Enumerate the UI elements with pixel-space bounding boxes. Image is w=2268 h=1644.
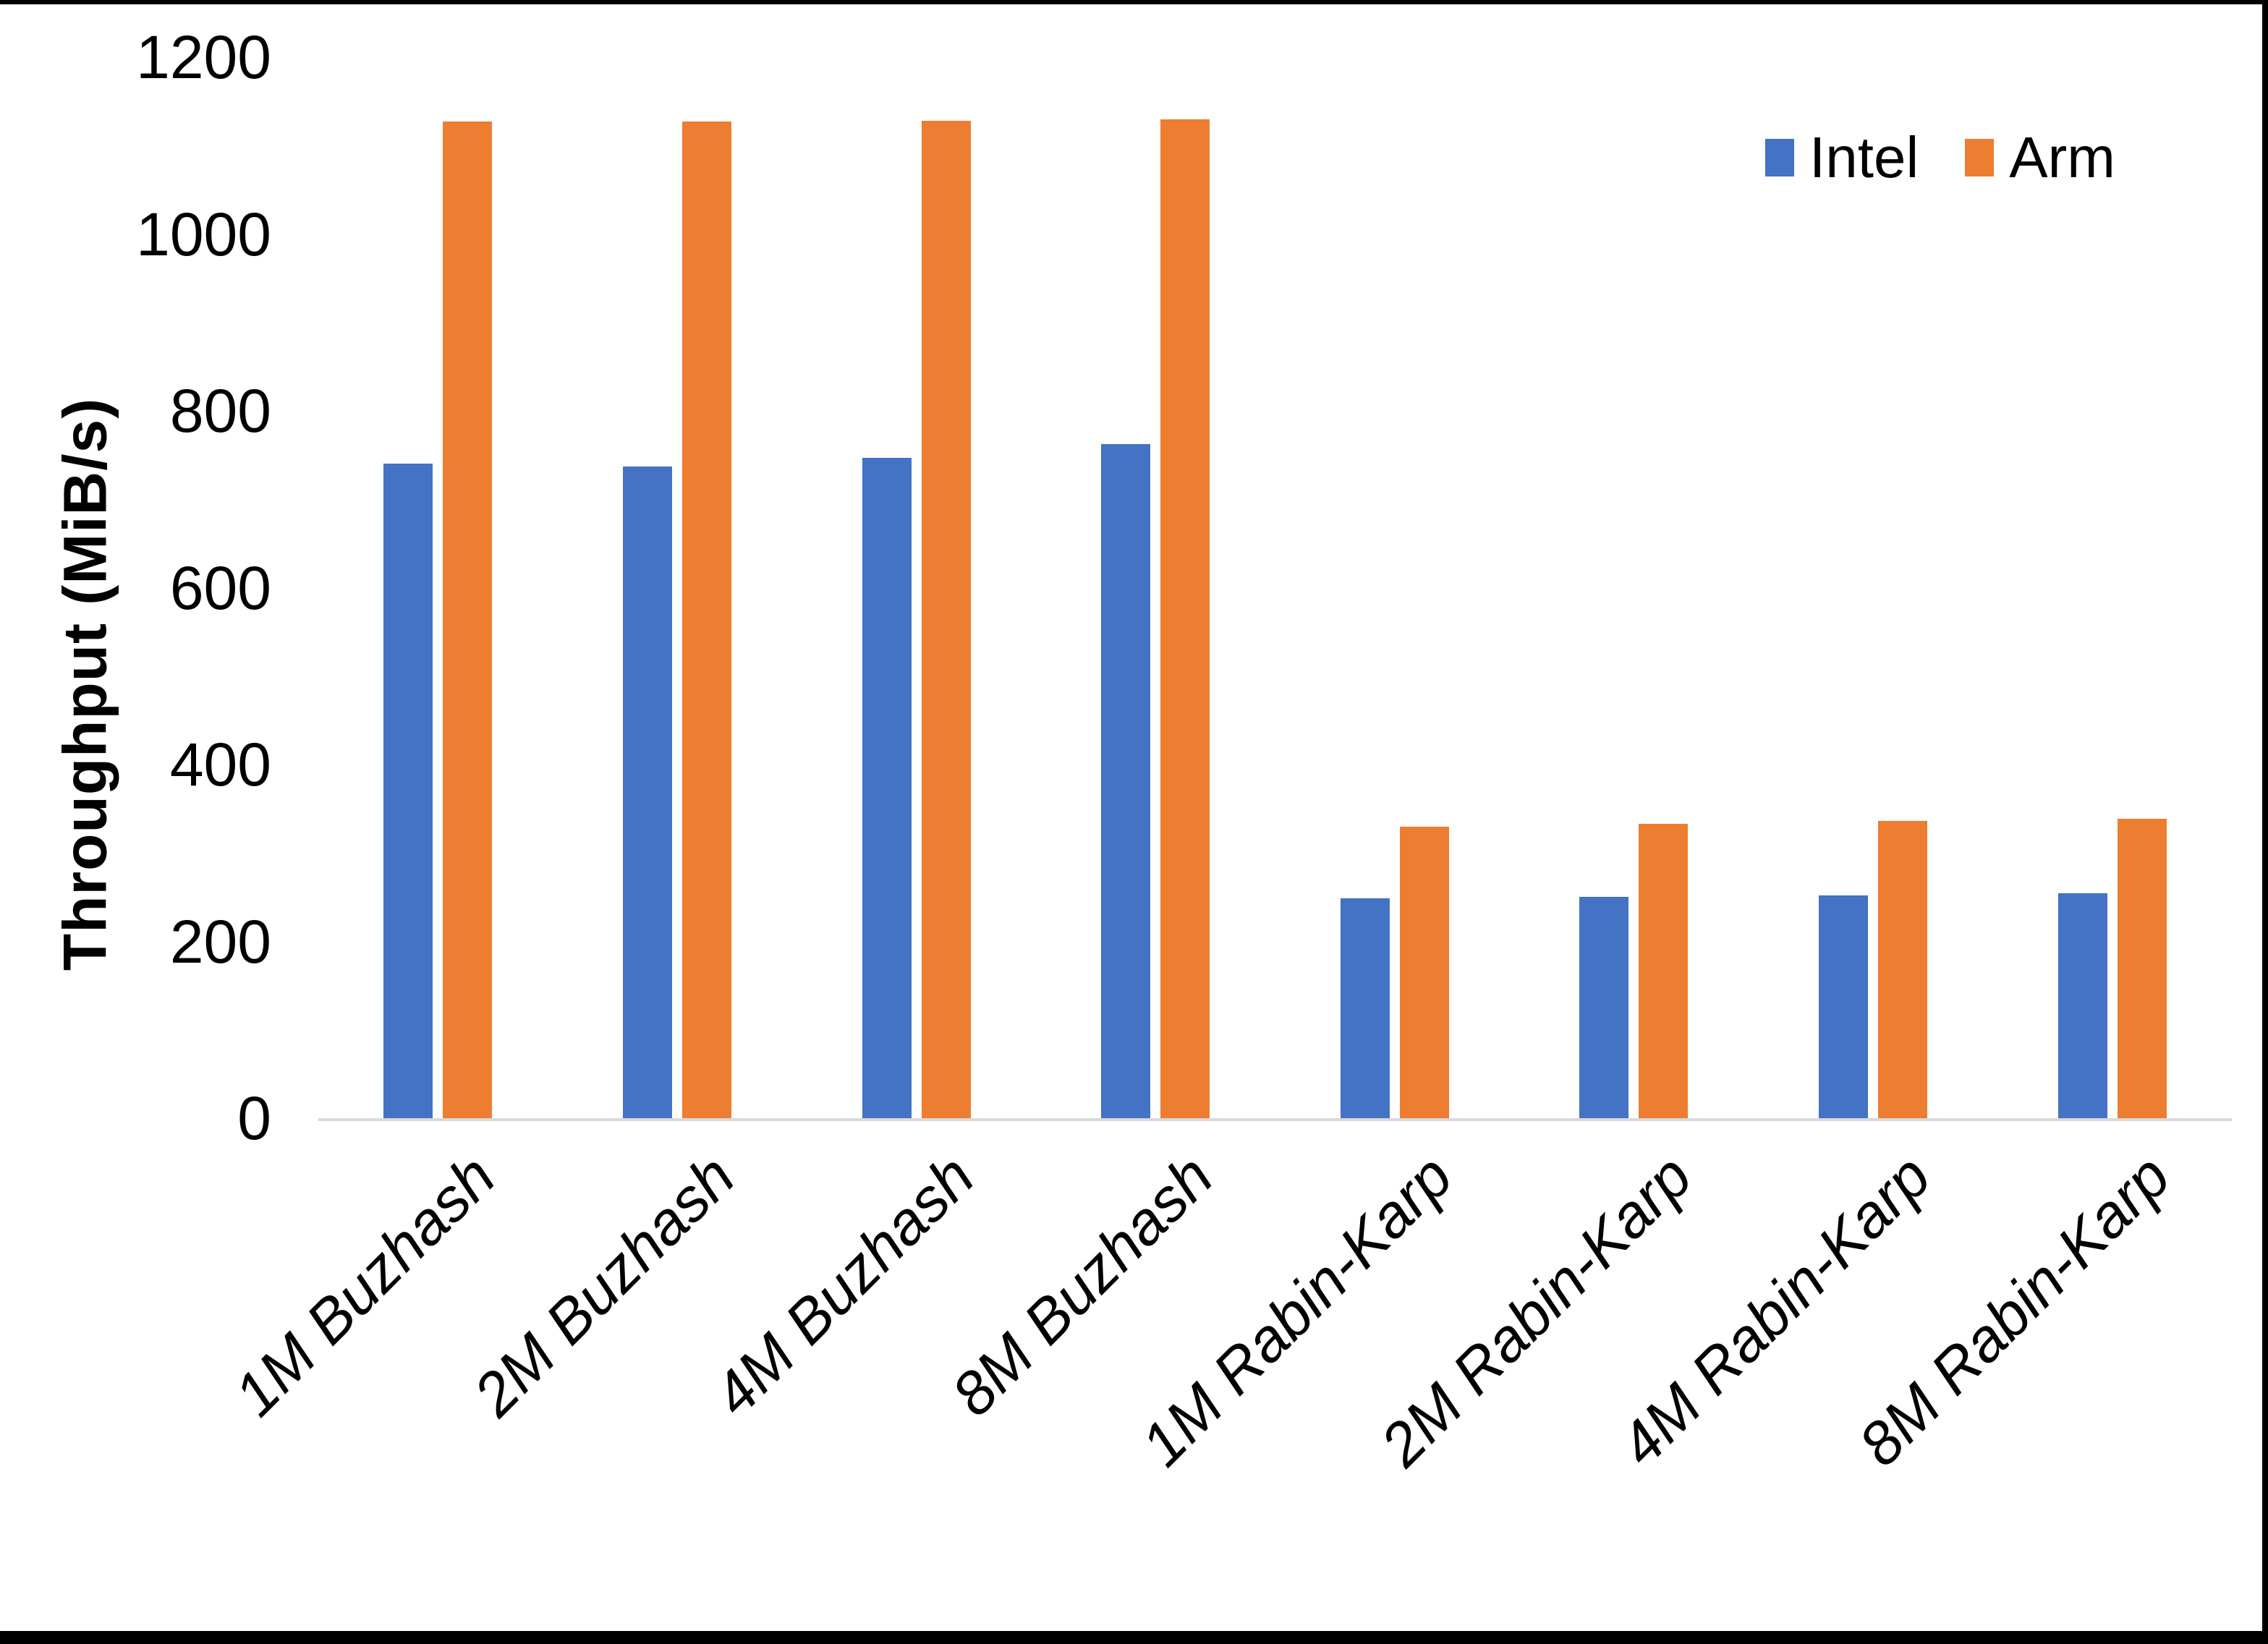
y-tick-800: 800 xyxy=(169,377,271,445)
bar-intel-1m-buzhash xyxy=(383,464,433,1118)
bar-arm-2m-buzhash xyxy=(682,122,731,1118)
y-tick-1200: 1200 xyxy=(136,23,271,91)
legend-label-intel: Intel xyxy=(1809,125,1919,189)
y-tick-600: 600 xyxy=(169,553,271,622)
bar-arm-4m-rabin-karp xyxy=(1878,821,1927,1118)
legend-item-arm: Arm xyxy=(1965,129,2115,187)
bar-intel-2m-buzhash xyxy=(623,467,672,1118)
y-tick-1000: 1000 xyxy=(136,200,271,268)
x-axis-line xyxy=(318,1118,2232,1121)
bar-intel-2m-rabin-karp xyxy=(1579,897,1628,1118)
legend-label-arm: Arm xyxy=(2009,125,2115,189)
bar-intel-8m-buzhash xyxy=(1101,444,1150,1118)
bar-intel-4m-rabin-karp xyxy=(1819,895,1868,1118)
y-tick-400: 400 xyxy=(169,731,271,798)
bar-intel-8m-rabin-karp xyxy=(2058,893,2107,1118)
bar-arm-4m-buzhash xyxy=(922,121,971,1118)
y-tick-0: 0 xyxy=(237,1084,271,1152)
y-axis-title: Throughput (MiB/s) xyxy=(51,397,119,971)
bar-arm-1m-rabin-karp xyxy=(1400,827,1449,1118)
legend-swatch-arm xyxy=(1965,139,1995,176)
bar-arm-1m-buzhash xyxy=(443,122,492,1118)
bar-intel-4m-buzhash xyxy=(862,458,912,1118)
legend: Intel Arm xyxy=(1765,129,2115,187)
legend-item-intel: Intel xyxy=(1765,129,1919,187)
bar-arm-2m-rabin-karp xyxy=(1639,824,1688,1118)
legend-swatch-intel xyxy=(1765,139,1794,176)
bar-arm-8m-rabin-karp xyxy=(2118,819,2167,1118)
y-tick-200: 200 xyxy=(169,907,271,976)
bar-intel-1m-rabin-karp xyxy=(1341,898,1390,1118)
bar-arm-8m-buzhash xyxy=(1160,119,1210,1118)
